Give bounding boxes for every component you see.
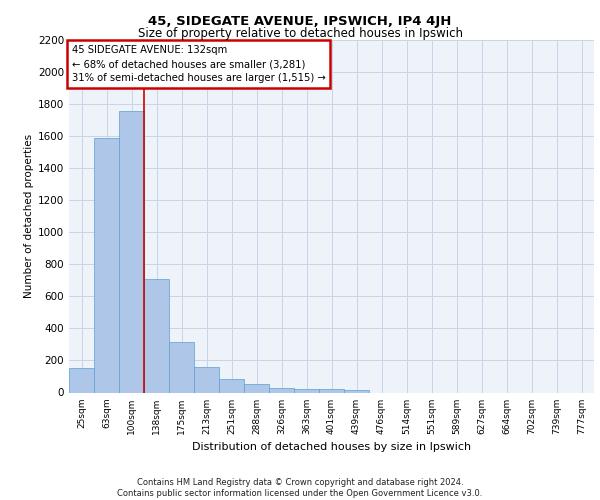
Y-axis label: Number of detached properties: Number of detached properties <box>24 134 34 298</box>
Text: Contains HM Land Registry data © Crown copyright and database right 2024.
Contai: Contains HM Land Registry data © Crown c… <box>118 478 482 498</box>
Text: 45 SIDEGATE AVENUE: 132sqm
← 68% of detached houses are smaller (3,281)
31% of s: 45 SIDEGATE AVENUE: 132sqm ← 68% of deta… <box>71 46 325 84</box>
Bar <box>219 379 244 392</box>
Bar <box>344 390 369 392</box>
Bar <box>119 110 144 392</box>
Bar <box>94 138 119 392</box>
X-axis label: Distribution of detached houses by size in Ipswich: Distribution of detached houses by size … <box>192 442 471 452</box>
Text: Size of property relative to detached houses in Ipswich: Size of property relative to detached ho… <box>137 28 463 40</box>
Bar <box>244 384 269 392</box>
Bar <box>294 390 319 392</box>
Bar <box>194 367 219 392</box>
Bar <box>144 278 169 392</box>
Bar <box>69 368 94 392</box>
Bar <box>169 342 194 392</box>
Text: 45, SIDEGATE AVENUE, IPSWICH, IP4 4JH: 45, SIDEGATE AVENUE, IPSWICH, IP4 4JH <box>148 15 452 28</box>
Bar <box>319 390 344 392</box>
Bar <box>269 388 294 392</box>
